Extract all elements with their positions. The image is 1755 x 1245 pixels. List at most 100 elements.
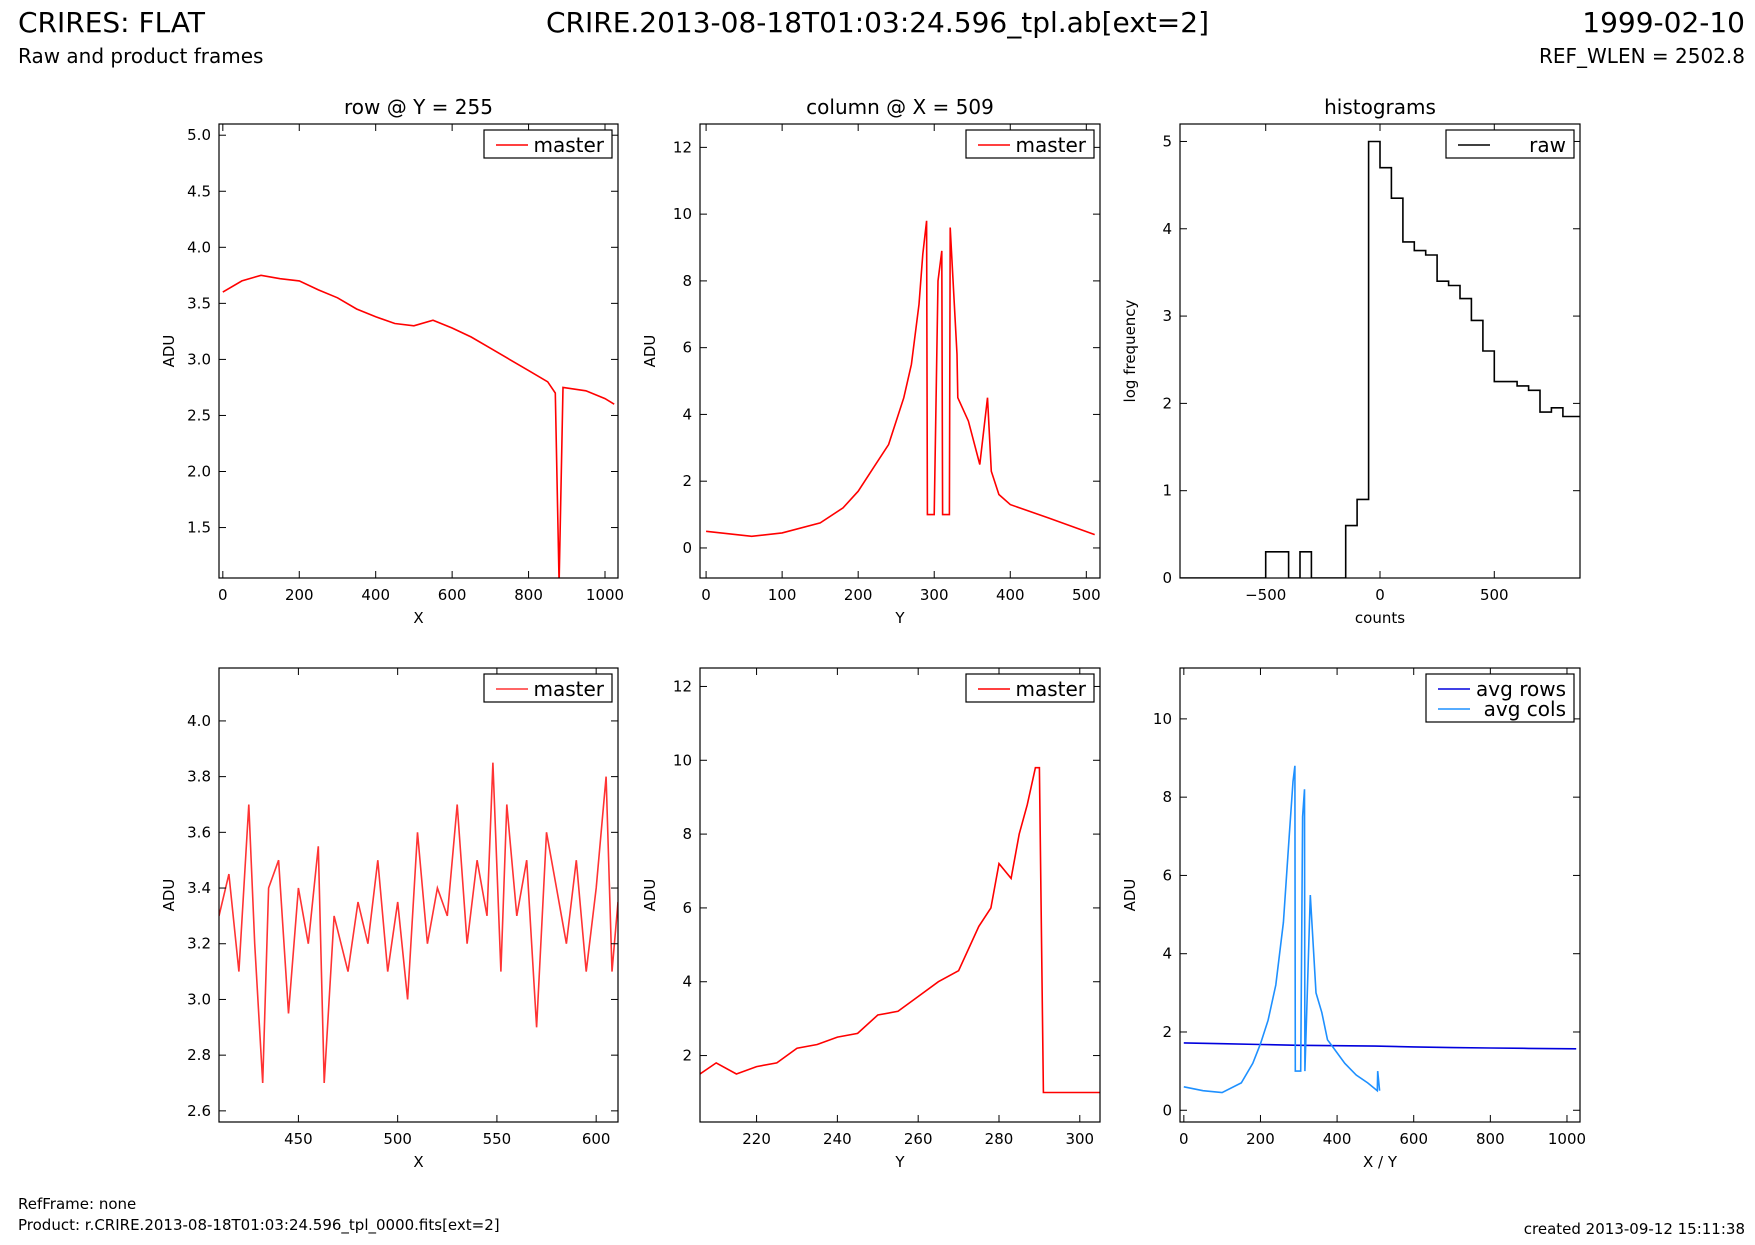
y-tick-label: 8 [682,272,692,290]
y-tick-label: 2 [1162,1023,1172,1041]
y-tick-label: 0 [1162,1101,1172,1119]
x-tick-label: 300 [920,586,949,604]
legend-label: master [1015,677,1086,701]
y-tick-label: 2.8 [187,1046,211,1064]
x-axis-label: Y [894,1153,905,1171]
y-tick-label: 10 [673,205,692,223]
plot-frame [218,123,619,579]
file-name: CRIRE.2013-08-18T01:03:24.596_tpl.ab[ext… [545,6,1209,39]
x-tick-label: −500 [1245,586,1286,604]
x-tick-label: 1000 [1548,1130,1586,1148]
x-tick-label: 400 [996,586,1025,604]
y-tick-label: 3.5 [187,294,211,312]
x-tick-label: 450 [284,1130,313,1148]
x-tick-label: 0 [218,586,228,604]
y-tick-label: 4.0 [187,712,211,730]
chart-title: histograms [1324,95,1436,119]
series-line-raw [1180,140,1580,578]
average-plot: 0 200 400 600 800 1000 0 2 4 6 8 10 X / Y ADU avg rows… [1121,667,1586,1171]
y-tick-label: 4 [682,973,692,991]
x-axis-label: Y [894,609,905,627]
column-zoom-plot: 220 240 260 280 300 2 4 6 8 10 12 Y ADU master [641,667,1101,1171]
y-tick-label: 5 [1162,132,1172,150]
plot-frame [699,667,1101,1123]
histogram-plot: −500 0 500 0 1 2 3 4 5 histograms counts log freque… [1121,95,1581,627]
legend-label: master [533,677,604,701]
y-tick-label: 4.5 [187,182,211,200]
legend-box [483,673,613,703]
legend: master [965,673,1095,703]
y-tick-label: 3.0 [187,350,211,368]
y-tick-label: 6 [682,339,692,357]
y-axis-label: ADU [641,879,659,912]
x-tick-label: 200 [844,586,873,604]
legend-box [1445,129,1575,159]
x-tick-label: 0 [1375,586,1385,604]
legend-label: master [533,133,604,157]
ref-frame-text: RefFrame: none [18,1195,137,1213]
y-tick-label: 3.6 [187,823,211,841]
x-tick-label: 500 [383,1130,412,1148]
x-axis-label: X / Y [1363,1153,1398,1171]
y-axis-label: ADU [160,335,178,368]
y-tick-label: 2.6 [187,1102,211,1120]
y-axis-label: ADU [1121,879,1139,912]
created-timestamp: created 2013-09-12 15:11:38 [1523,1220,1745,1238]
legend-box [965,673,1095,703]
y-axis-label: ADU [160,879,178,912]
x-tick-label: 600 [438,586,467,604]
legend: master [965,129,1095,159]
y-tick-label: 12 [673,138,692,156]
y-tick-label: 3.8 [187,768,211,786]
x-axis-label: X [413,609,423,627]
y-tick-label: 8 [1162,788,1172,806]
x-tick-label: 200 [285,586,314,604]
x-tick-label: 100 [768,586,797,604]
y-tick-label: 12 [673,677,692,695]
series-line-master [219,762,618,1084]
y-tick-label: 3.0 [187,990,211,1008]
chart-title: column @ X = 509 [806,95,994,119]
legend: raw [1445,129,1575,159]
y-tick-label: 3.4 [187,879,211,897]
x-tick-label: 1000 [586,586,624,604]
x-axis-label: X [413,1153,423,1171]
plot-frame [699,123,1101,579]
x-tick-label: 600 [1399,1130,1428,1148]
y-tick-label: 2 [682,1047,692,1065]
y-tick-label: 2.5 [187,406,211,424]
legend-label: avg rows [1476,677,1566,701]
reference-wavelength: REF_WLEN = 2502.8 [1538,44,1745,68]
series-line-avg-rows [1183,1042,1577,1050]
y-tick-label: 3.2 [187,935,211,953]
x-tick-label: 200 [1246,1130,1275,1148]
row-plot: 0 200 400 600 800 1000 1.5 2.0 2.5 3.0 3.5 4.0 4.5 5.… [160,95,624,627]
y-tick-label: 4.0 [187,238,211,256]
x-tick-label: 280 [985,1130,1014,1148]
x-tick-label: 800 [514,586,543,604]
y-tick-label: 6 [682,899,692,917]
chart-title: row @ Y = 255 [344,95,493,119]
x-tick-label: 0 [701,586,711,604]
y-tick-label: 1.5 [187,519,211,537]
y-tick-label: 2.0 [187,463,211,481]
y-axis-label: log frequency [1121,299,1139,402]
page-subtitle: Raw and product frames [18,44,264,68]
y-axis-label: ADU [641,335,659,368]
legend-box [965,129,1095,159]
legend-box [483,129,613,159]
y-tick-label: 3 [1162,307,1172,325]
legend-label: avg cols [1484,697,1566,721]
y-tick-label: 0 [682,539,692,557]
product-text: Product: r.CRIRE.2013-08-18T01:03:24.596… [18,1216,500,1234]
legend-label: master [1015,133,1086,157]
y-tick-label: 8 [682,825,692,843]
x-tick-label: 500 [1480,586,1509,604]
y-tick-label: 10 [673,751,692,769]
y-tick-label: 4 [1162,945,1172,963]
x-tick-label: 400 [361,586,390,604]
y-tick-label: 2 [682,472,692,490]
y-tick-label: 5.0 [187,126,211,144]
